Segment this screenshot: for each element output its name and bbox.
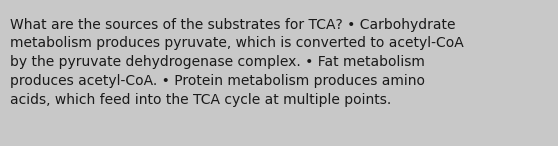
Text: What are the sources of the substrates for TCA? • Carbohydrate
metabolism produc: What are the sources of the substrates f… bbox=[10, 18, 464, 107]
